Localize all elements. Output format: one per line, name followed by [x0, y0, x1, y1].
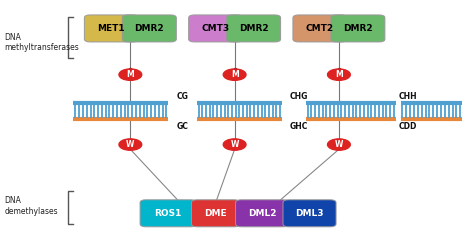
- Circle shape: [119, 139, 142, 150]
- Text: M: M: [335, 70, 343, 79]
- Text: W: W: [230, 140, 239, 149]
- Text: DMR2: DMR2: [239, 24, 268, 33]
- FancyBboxPatch shape: [140, 200, 196, 227]
- Circle shape: [223, 69, 246, 80]
- FancyBboxPatch shape: [191, 200, 240, 227]
- FancyBboxPatch shape: [227, 15, 281, 42]
- FancyBboxPatch shape: [236, 200, 289, 227]
- Text: W: W: [335, 140, 343, 149]
- Text: M: M: [231, 70, 238, 79]
- Text: DMR2: DMR2: [135, 24, 164, 33]
- Text: W: W: [126, 140, 135, 149]
- Text: DNA
methyltransferases: DNA methyltransferases: [5, 33, 80, 52]
- Text: GC: GC: [176, 122, 188, 131]
- Circle shape: [328, 69, 350, 80]
- Circle shape: [223, 139, 246, 150]
- FancyBboxPatch shape: [331, 15, 385, 42]
- Text: MET1: MET1: [98, 24, 125, 33]
- Text: CHG: CHG: [290, 92, 309, 101]
- Text: CHH: CHH: [398, 92, 417, 101]
- Text: DML2: DML2: [248, 209, 276, 218]
- Text: DNA
demethylases: DNA demethylases: [5, 196, 58, 216]
- FancyBboxPatch shape: [283, 200, 336, 227]
- Text: ROS1: ROS1: [155, 209, 182, 218]
- FancyBboxPatch shape: [189, 15, 243, 42]
- Text: DMR2: DMR2: [343, 24, 373, 33]
- Circle shape: [328, 139, 350, 150]
- Text: CG: CG: [176, 92, 188, 101]
- Text: CMT3: CMT3: [201, 24, 230, 33]
- Text: CMT2: CMT2: [306, 24, 334, 33]
- Text: DME: DME: [204, 209, 227, 218]
- Text: M: M: [127, 70, 134, 79]
- Text: DML3: DML3: [295, 209, 324, 218]
- Text: CDD: CDD: [398, 122, 417, 131]
- FancyBboxPatch shape: [84, 15, 138, 42]
- Text: GHC: GHC: [290, 122, 309, 131]
- Circle shape: [119, 69, 142, 80]
- FancyBboxPatch shape: [122, 15, 176, 42]
- FancyBboxPatch shape: [293, 15, 347, 42]
